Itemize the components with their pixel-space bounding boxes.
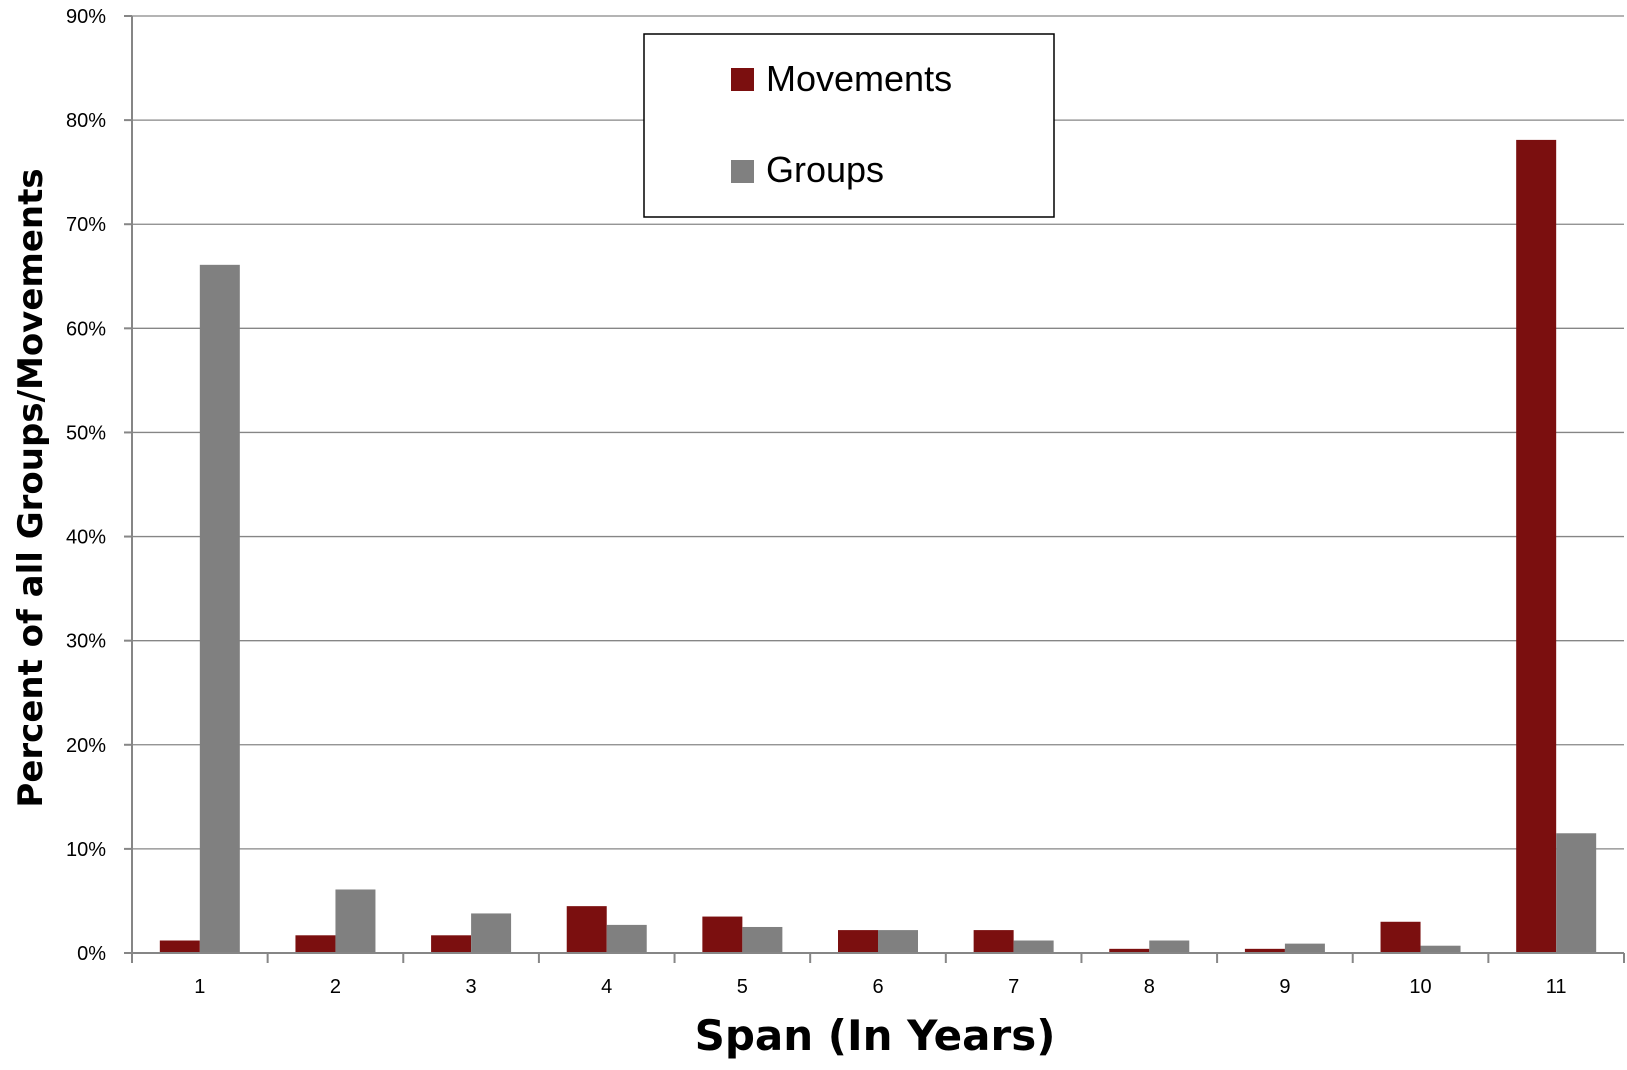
bar-groups-7 (1013, 940, 1054, 953)
y-tick-label: 0% (77, 943, 106, 965)
x-tick-label: 1 (194, 976, 205, 998)
bar-movements-8 (1109, 948, 1150, 953)
bar-movements-11 (1516, 139, 1557, 954)
bar-groups-9 (1284, 943, 1325, 953)
legend-swatch-groups (731, 160, 754, 183)
bar-groups-10 (1420, 945, 1461, 953)
legend-label-groups: Groups (766, 149, 884, 190)
bar-movements-5 (702, 916, 743, 953)
bar-movements-9 (1244, 948, 1285, 953)
bar-groups-6 (878, 930, 918, 953)
bar-movements-3 (431, 935, 472, 953)
y-tick-label: 50% (66, 422, 106, 444)
y-tick-label: 70% (66, 214, 106, 236)
x-tick-label: 5 (737, 976, 748, 998)
x-tick-label: 7 (1008, 976, 1019, 998)
gridlines (132, 15, 1624, 850)
y-axis-ticks: 0% 10% 20% 30% 40% 50% 60% 70% 80% 90% (66, 6, 132, 965)
legend-swatch-movements (731, 68, 754, 91)
x-tick-label: 8 (1144, 976, 1155, 998)
x-tick-label: 4 (601, 976, 612, 998)
y-tick-label: 20% (66, 735, 106, 757)
y-tick-label: 30% (66, 631, 106, 653)
bar-movements-2 (295, 935, 336, 953)
y-tick-label: 60% (66, 318, 106, 340)
bar-groups-1 (199, 264, 240, 953)
x-tick-label: 2 (330, 976, 341, 998)
bar-groups-11 (1556, 833, 1597, 953)
bar-groups-5 (742, 926, 783, 953)
y-tick-label: 90% (66, 6, 106, 28)
bar-groups-4 (606, 924, 647, 953)
legend: Movements Groups (643, 33, 1055, 218)
bar-movements-10 (1380, 921, 1421, 953)
bars (159, 139, 1597, 954)
axes (131, 16, 1624, 954)
bar-movements-4 (566, 906, 607, 953)
x-tick-label: 3 (466, 976, 477, 998)
bar-movements-7 (973, 930, 1014, 953)
y-tick-label: 80% (66, 110, 106, 132)
x-tick-label: 10 (1409, 976, 1431, 998)
x-axis-title: Span (In Years) (695, 1011, 1056, 1060)
legend-label-movements: Movements (766, 58, 952, 99)
bar-movements-6 (838, 930, 878, 953)
x-tick-label: 9 (1279, 976, 1290, 998)
y-axis-title: Percent of all Groups/Movements (11, 168, 51, 807)
bar-groups-3 (471, 913, 512, 953)
x-tick-label: 6 (872, 976, 883, 998)
x-axis-ticks: 1 2 3 4 5 6 7 8 9 10 11 (131, 953, 1625, 998)
legend-box (643, 33, 1055, 218)
x-tick-label: 11 (1546, 976, 1567, 998)
bar-groups-2 (335, 889, 376, 953)
bar-movements-1 (159, 940, 200, 953)
bar-groups-8 (1149, 940, 1190, 953)
y-tick-label: 10% (66, 839, 106, 861)
y-tick-label: 40% (66, 527, 106, 549)
